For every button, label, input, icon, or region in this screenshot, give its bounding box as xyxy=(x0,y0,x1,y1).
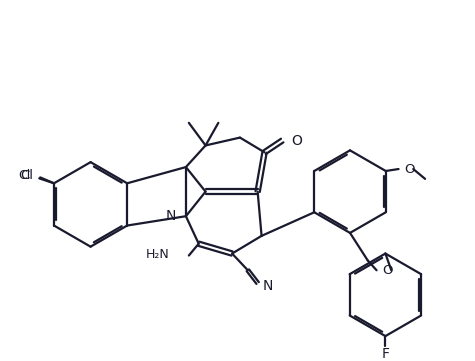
Text: O: O xyxy=(404,162,415,175)
Text: H₂N: H₂N xyxy=(145,248,169,261)
Text: N: N xyxy=(166,209,176,223)
Text: Cl: Cl xyxy=(19,169,30,182)
Text: O: O xyxy=(382,264,393,277)
Text: Cl: Cl xyxy=(20,169,33,182)
Text: N: N xyxy=(263,279,273,293)
Text: F: F xyxy=(381,347,389,361)
Text: O: O xyxy=(291,134,302,148)
